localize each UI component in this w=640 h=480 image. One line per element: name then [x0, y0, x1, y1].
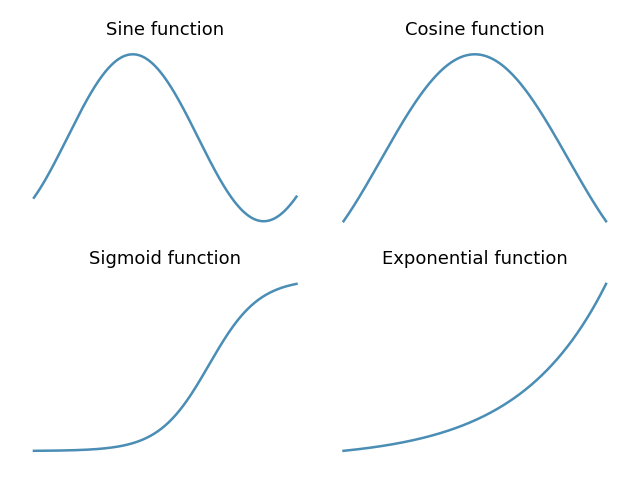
Title: Sine function: Sine function — [106, 21, 224, 39]
Title: Sigmoid function: Sigmoid function — [89, 251, 241, 268]
Title: Exponential function: Exponential function — [382, 251, 568, 268]
Title: Cosine function: Cosine function — [405, 21, 545, 39]
